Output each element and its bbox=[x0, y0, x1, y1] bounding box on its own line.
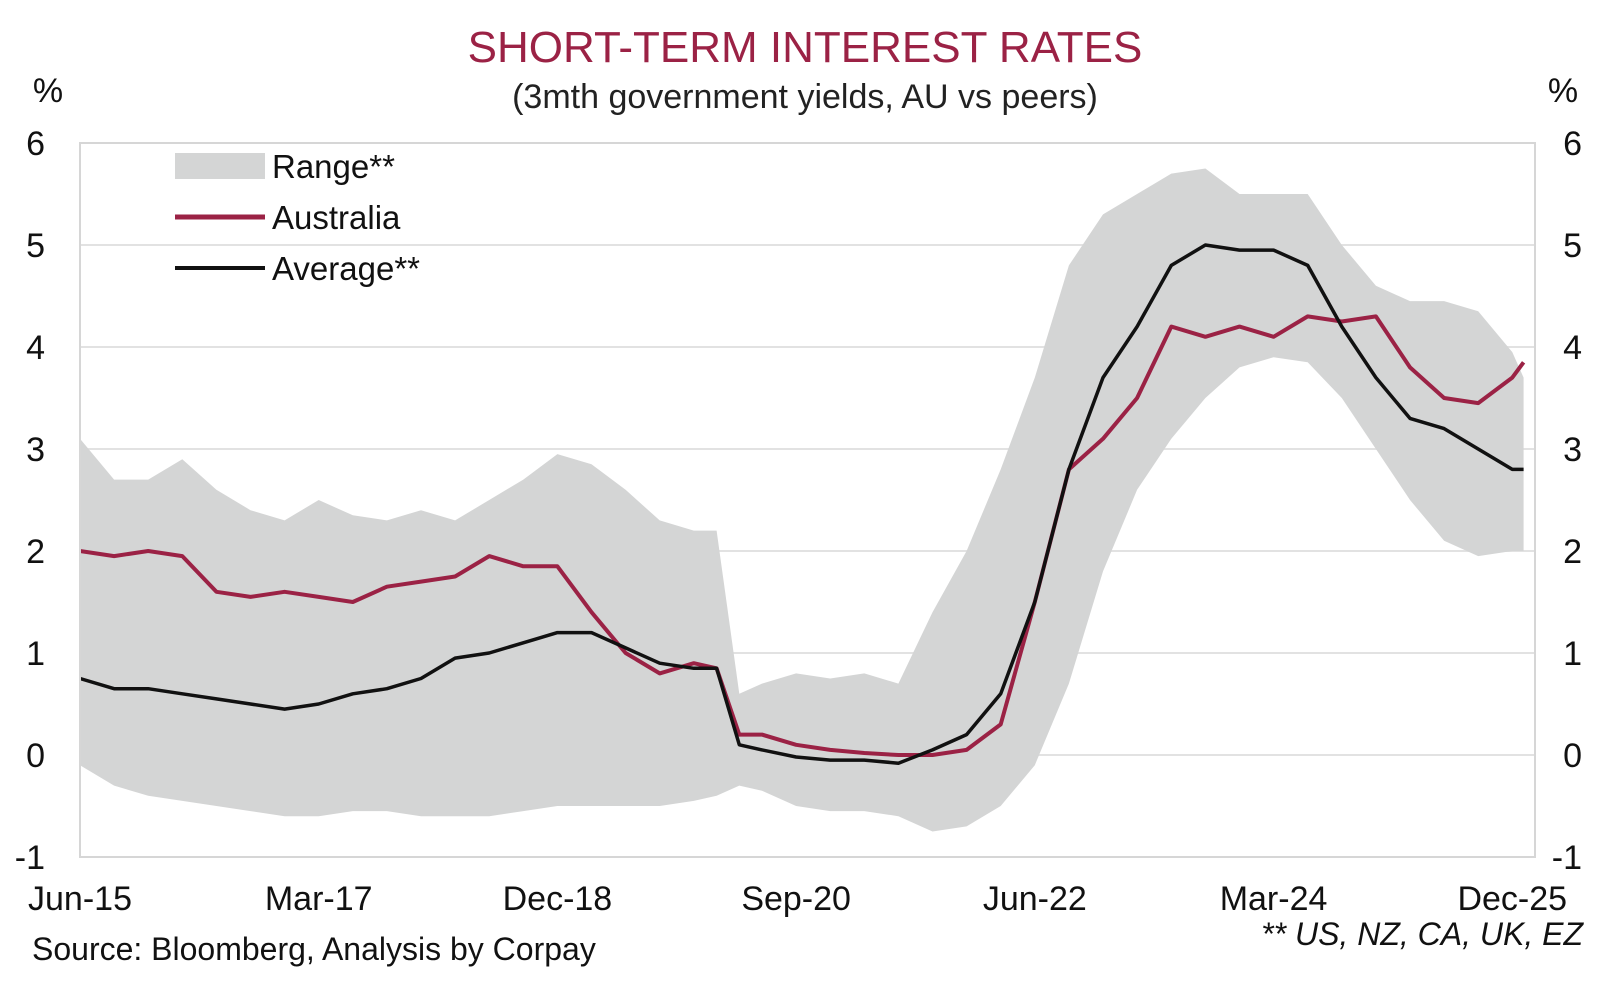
y-axis-left: 6 5 4 3 2 1 0 -1 bbox=[15, 125, 45, 877]
x-tick-label: Dec-18 bbox=[503, 880, 613, 918]
australia-line bbox=[79, 314, 1526, 757]
y-tick-label-left: 5 bbox=[26, 227, 45, 265]
y-tick-label-left: 6 bbox=[26, 125, 45, 163]
chart-subtitle: (3mth government yields, AU vs peers) bbox=[512, 78, 1098, 116]
chart-title: SHORT-TERM INTEREST RATES bbox=[468, 23, 1143, 72]
y-tick-label-left: 2 bbox=[26, 533, 45, 571]
legend-range-label: Range** bbox=[272, 148, 395, 185]
y-tick-label-right: 0 bbox=[1563, 737, 1582, 775]
plot-frame bbox=[79, 142, 1536, 858]
y-tick-label-right: -1 bbox=[1552, 839, 1582, 877]
y-tick-label-right: 1 bbox=[1563, 635, 1582, 673]
x-tick-label: Dec-25 bbox=[1457, 880, 1567, 918]
y-tick-label-right: 2 bbox=[1563, 533, 1582, 571]
y-tick-label-left: -1 bbox=[15, 839, 45, 877]
y-axis-right: 6 5 4 3 2 1 0 -1 bbox=[1552, 125, 1582, 877]
y-tick-label-right: 4 bbox=[1563, 329, 1582, 367]
y-tick-label-left: 0 bbox=[26, 737, 45, 775]
x-tick-label: Jun-15 bbox=[28, 880, 132, 918]
y-tick-label-left: 1 bbox=[26, 635, 45, 673]
peers-footnote: ** US, NZ, CA, UK, EZ bbox=[1261, 916, 1584, 952]
legend-range-swatch bbox=[175, 153, 265, 179]
average-line bbox=[79, 243, 1524, 765]
y-tick-label-left: 3 bbox=[26, 431, 45, 469]
x-axis: Jun-15 Mar-17 Dec-18 Sep-20 Jun-22 Mar-24 Dec-… bbox=[28, 880, 1567, 918]
x-tick-label: Sep-20 bbox=[741, 880, 851, 918]
y-tick-label-right: 3 bbox=[1563, 431, 1582, 469]
y-tick-label-left: 4 bbox=[26, 329, 45, 367]
x-tick-label: Mar-24 bbox=[1220, 880, 1328, 918]
y-tick-label-right: 5 bbox=[1563, 227, 1582, 265]
x-tick-label: Jun-22 bbox=[983, 880, 1087, 918]
legend-average-label: Average** bbox=[272, 250, 420, 287]
source-note: Source: Bloomberg, Analysis by Corpay bbox=[32, 931, 596, 967]
y-axis-unit-right: % bbox=[1548, 72, 1578, 110]
x-tick-label: Mar-17 bbox=[265, 880, 373, 918]
legend: Range** Australia Average** bbox=[175, 148, 420, 287]
y-tick-label-right: 6 bbox=[1563, 125, 1582, 163]
legend-australia-label: Australia bbox=[272, 199, 401, 236]
y-axis-unit-left: % bbox=[33, 72, 63, 110]
